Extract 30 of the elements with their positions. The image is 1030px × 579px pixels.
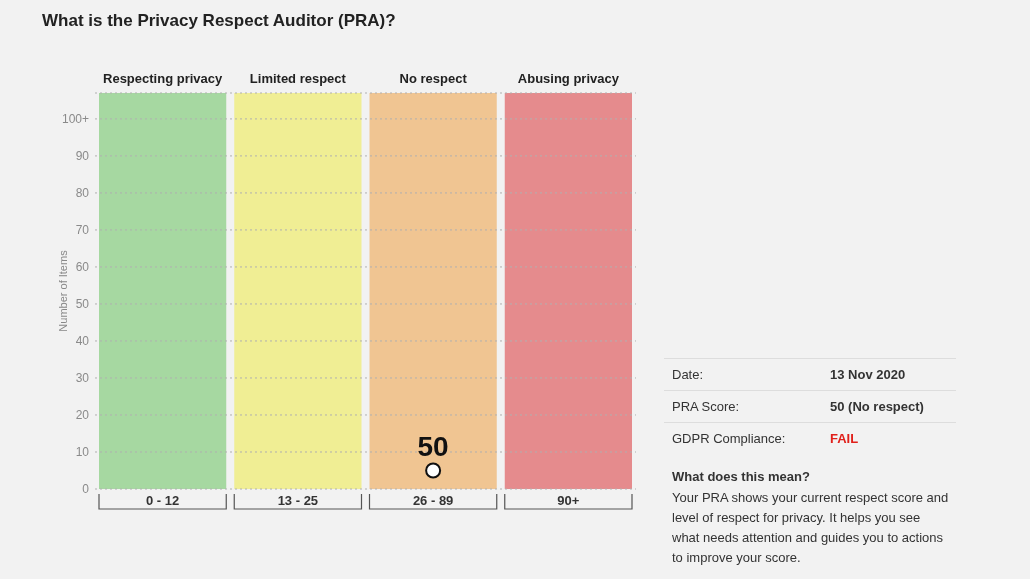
text: 13 Nov 2020 <box>830 367 906 382</box>
y-axis-title: Number of Items <box>57 249 69 332</box>
y-tick-label: 60 <box>75 260 90 275</box>
y-tick-label: 40 <box>75 334 90 349</box>
text: Your PRA shows your current respect score and level of respect for privacy. It helps you see what needs attention and guides you to actions to improve your score. <box>672 490 949 565</box>
x-tick-label: 0 - 12 <box>146 493 180 508</box>
y-tick-label: 100+ <box>61 112 89 127</box>
band-label: Abusing privacy <box>517 71 620 86</box>
chart-title: What is the Privacy Respect Auditor (PRA)? <box>42 11 396 30</box>
band-label: Limited respect <box>249 71 347 86</box>
y-tick-label: 20 <box>75 408 90 423</box>
band-label: Respecting privacy <box>103 71 223 86</box>
text: What does this mean? <box>672 469 810 484</box>
text: PRA Score: <box>672 399 740 414</box>
y-tick-label: 50 <box>75 297 90 312</box>
text: GDPR Compliance: <box>672 431 786 446</box>
y-tick-label: 10 <box>75 445 90 460</box>
y-tick-label: 30 <box>75 371 90 386</box>
y-tick-label: 0 <box>82 482 90 497</box>
text: 50 (No respect) <box>830 399 924 414</box>
y-tick-label: 70 <box>75 223 90 238</box>
band-label: No respect <box>399 71 468 86</box>
annotation: 50 <box>417 431 449 463</box>
x-tick-label: 90+ <box>557 493 580 508</box>
x-tick-label: 13 - 25 <box>277 493 319 508</box>
y-tick-label: 80 <box>75 186 90 201</box>
x-tick-label: 26 - 89 <box>412 493 454 508</box>
text: FAIL <box>830 431 859 446</box>
y-tick-label: 90 <box>75 149 90 164</box>
text: Date: <box>672 367 704 382</box>
